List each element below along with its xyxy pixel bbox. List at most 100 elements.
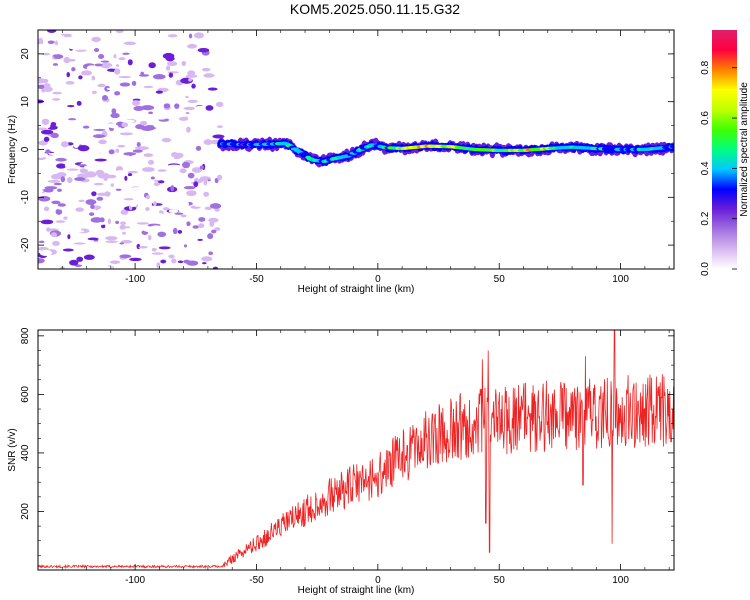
noise-mark — [209, 220, 215, 227]
noise-mark — [203, 73, 215, 78]
noise-mark — [203, 191, 210, 197]
noise-mark — [188, 232, 201, 237]
noise-mark — [53, 182, 62, 186]
noise-mark — [186, 183, 192, 186]
noise-mark — [57, 188, 62, 192]
noise-mark — [146, 45, 158, 50]
noise-mark — [107, 218, 112, 225]
noise-mark — [122, 231, 126, 235]
noise-mark — [38, 61, 49, 68]
noise-mark — [207, 87, 218, 91]
noise-mark — [41, 46, 48, 53]
noise-mark — [194, 88, 198, 91]
x-tick-label: 100 — [612, 575, 629, 586]
noise-mark — [41, 103, 45, 110]
noise-mark — [210, 131, 220, 135]
noise-mark — [98, 151, 110, 157]
noise-mark — [140, 120, 148, 126]
noise-mark — [186, 190, 197, 197]
noise-mark — [105, 240, 118, 243]
noise-mark — [212, 266, 219, 269]
noise-mark — [198, 217, 206, 222]
noise-mark — [171, 258, 177, 264]
noise-mark — [198, 223, 205, 229]
noise-mark — [42, 125, 51, 129]
x-tick-label: -100 — [125, 274, 145, 285]
colorbar — [712, 30, 737, 269]
noise-mark — [38, 56, 50, 60]
noise-mark — [138, 74, 150, 77]
noise-mark — [93, 182, 104, 186]
noise-mark — [136, 146, 149, 151]
noise-mark — [77, 145, 90, 152]
noise-mark — [121, 122, 129, 128]
noise-mark — [127, 173, 133, 177]
noise-mark — [132, 100, 140, 106]
noise-mark — [48, 43, 57, 50]
noise-mark — [66, 72, 71, 78]
noise-mark — [56, 163, 67, 169]
noise-mark — [128, 260, 134, 265]
noise-mark — [105, 236, 118, 241]
noise-mark — [38, 140, 48, 146]
noise-mark — [85, 209, 91, 212]
x-tick-label: -50 — [249, 575, 264, 586]
noise-mark — [151, 212, 164, 218]
noise-mark — [108, 149, 115, 155]
noise-mark — [74, 177, 86, 182]
noise-mark — [124, 119, 136, 123]
noise-mark — [118, 97, 122, 103]
noise-mark — [187, 172, 195, 179]
noise-mark — [187, 70, 196, 77]
y-tick-label: -10 — [20, 190, 31, 205]
chart-title: KOM5.2025.050.11.15.G32 — [290, 1, 460, 17]
noise-mark — [52, 91, 63, 95]
noise-mark — [38, 37, 44, 45]
noise-mark — [138, 171, 146, 174]
noise-mark — [151, 247, 157, 252]
noise-mark — [158, 180, 165, 184]
y-tick-label: -20 — [20, 237, 31, 252]
noise-mark — [66, 177, 73, 184]
noise-mark — [80, 70, 93, 76]
noise-mark — [150, 176, 155, 180]
noise-mark — [55, 43, 67, 50]
noise-mark — [100, 60, 110, 63]
noise-mark — [97, 262, 109, 268]
noise-mark — [63, 56, 71, 64]
noise-mark — [157, 231, 167, 238]
noise-mark — [161, 162, 170, 166]
noise-mark — [193, 181, 199, 188]
noise-mark — [90, 204, 95, 209]
x-tick-label: 100 — [612, 274, 629, 285]
noise-mark — [130, 87, 135, 93]
noise-mark — [73, 143, 79, 148]
noise-mark — [185, 143, 191, 149]
y-tick-label: 20 — [20, 48, 31, 60]
noise-mark — [172, 168, 176, 171]
noise-mark — [99, 256, 105, 260]
noise-mark — [153, 110, 158, 115]
noise-mark — [128, 153, 133, 157]
noise-mark — [143, 85, 154, 89]
noise-mark — [179, 168, 187, 174]
x-tick-label: 0 — [375, 575, 381, 586]
noise-mark — [91, 36, 101, 43]
noise-mark — [216, 125, 223, 129]
noise-mark — [95, 169, 105, 176]
noise-mark — [129, 201, 137, 208]
noise-mark — [192, 157, 201, 164]
noise-mark — [80, 251, 91, 255]
noise-mark — [154, 179, 160, 182]
noise-mark — [186, 221, 191, 227]
noise-mark — [84, 50, 93, 54]
noise-mark — [115, 170, 127, 174]
noise-mark — [185, 74, 198, 78]
noise-mark — [140, 71, 145, 76]
noise-mark — [115, 148, 120, 153]
noise-mark — [136, 34, 147, 38]
noise-mark — [66, 168, 79, 171]
spectrogram-plot — [38, 30, 674, 269]
noise-mark — [113, 97, 118, 103]
